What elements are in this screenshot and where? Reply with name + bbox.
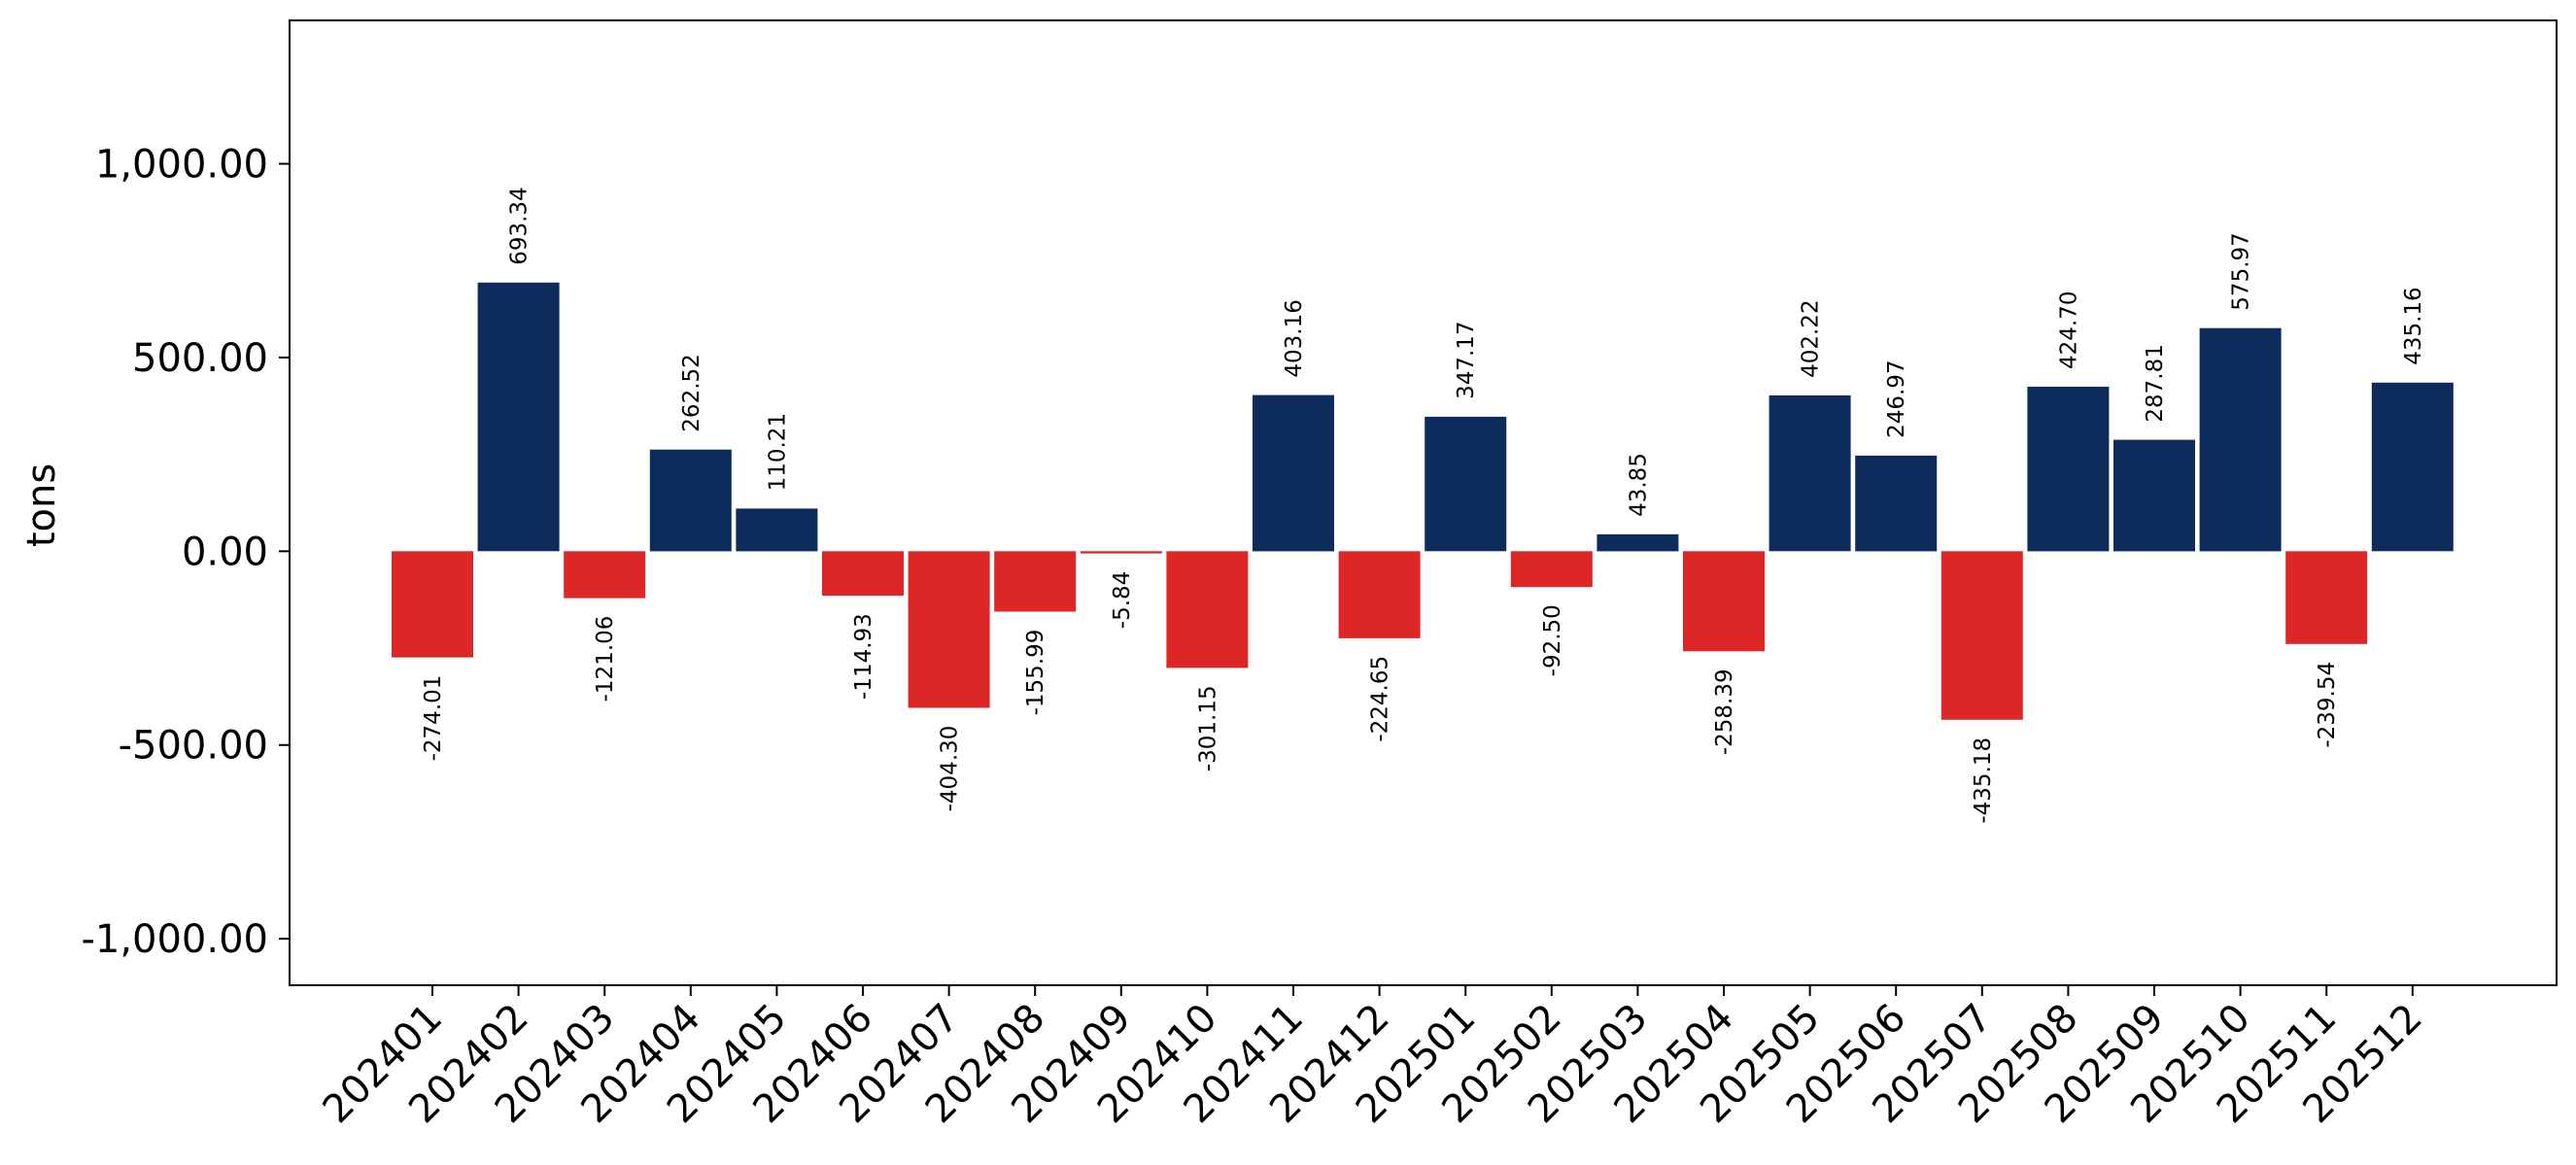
bar-202501	[1425, 416, 1507, 552]
bar-202411	[1253, 394, 1334, 552]
bar-202506	[1855, 455, 1938, 552]
value-label-202504: -258.39	[1712, 668, 1737, 755]
y-tick-label: -500.00	[119, 724, 268, 769]
value-label-202509: 287.81	[2143, 344, 2168, 422]
y-tick-label: -1,000.00	[81, 917, 268, 962]
bar-202407	[908, 551, 990, 708]
bar-202408	[994, 551, 1077, 612]
value-label-202401: -274.01	[421, 675, 446, 762]
bar-202510	[2199, 327, 2282, 552]
value-label-202403: -121.06	[593, 616, 618, 702]
bar-202405	[736, 508, 818, 552]
bar-202509	[2113, 439, 2195, 552]
value-label-202408: -155.99	[1023, 630, 1048, 716]
bar-202512	[2371, 382, 2454, 552]
value-label-202412: -224.65	[1368, 656, 1393, 742]
value-label-202512: 435.16	[2401, 287, 2426, 364]
bar-202406	[822, 551, 904, 597]
bar-202502	[1510, 551, 1593, 588]
bar-202404	[649, 449, 732, 552]
y-tick-label: 0.00	[182, 530, 268, 574]
bar-202504	[1683, 551, 1765, 652]
bar-202402	[477, 282, 560, 552]
y-tick-label: 1,000.00	[95, 143, 268, 188]
value-label-202505: 402.22	[1799, 299, 1824, 377]
bar-202505	[1769, 394, 1851, 552]
bar-202403	[564, 551, 646, 599]
bar-202511	[2285, 551, 2368, 644]
bar-202508	[2027, 387, 2110, 552]
value-label-202410: -301.15	[1195, 685, 1220, 771]
value-label-202406: -114.93	[851, 613, 876, 700]
value-label-202407: -404.30	[938, 726, 963, 812]
value-label-202402: 693.34	[507, 187, 532, 264]
value-label-202501: 347.17	[1454, 321, 1479, 398]
value-label-202502: -92.50	[1540, 604, 1565, 676]
y-axis-label: tons	[19, 463, 64, 547]
value-label-202506: 246.97	[1884, 360, 1909, 437]
bar-202410	[1166, 551, 1249, 668]
plot-frame	[289, 19, 2558, 986]
y-tick-label: 500.00	[132, 336, 268, 381]
bar-202507	[1941, 551, 2023, 720]
value-label-202404: 262.52	[679, 354, 704, 431]
bar-202401	[392, 551, 473, 658]
value-label-202507: -435.18	[1971, 737, 1996, 824]
bars-group	[392, 282, 2454, 720]
value-labels-group: -274.01 693.34 -121.06 262.52 110.21 -114.93 -…	[421, 187, 2426, 823]
value-label-202510: 575.97	[2229, 232, 2254, 310]
value-label-202508: 424.70	[2056, 291, 2081, 369]
bar-202409	[1080, 551, 1162, 554]
value-label-202411: 403.16	[1282, 299, 1307, 377]
bar-202412	[1338, 551, 1421, 638]
value-label-202511: -239.54	[2315, 662, 2340, 748]
value-label-202405: 110.21	[765, 413, 790, 491]
bar-202503	[1597, 533, 1679, 552]
y-axis: -1,000.00 -500.00 0.00 500.00 1,000.00	[81, 143, 290, 962]
value-label-202409: -5.84	[1110, 571, 1135, 630]
value-label-202503: 43.85	[1626, 453, 1651, 517]
